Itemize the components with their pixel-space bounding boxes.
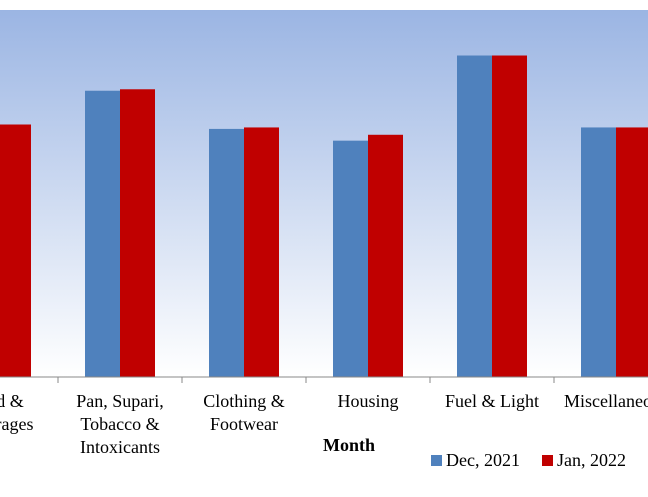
- bar: [492, 55, 527, 378]
- x-axis-title: Month: [322, 435, 375, 455]
- legend-label: Dec, 2021: [446, 450, 520, 470]
- bar: [457, 55, 492, 378]
- bar: [368, 134, 403, 377]
- bar: [581, 127, 616, 377]
- legend-swatch: [542, 455, 553, 466]
- x-tick-label: Housing: [337, 391, 399, 411]
- x-tick-label: Food & Beverages: [0, 391, 34, 434]
- legend-swatch: [431, 455, 442, 466]
- bar: [333, 140, 368, 377]
- legend-label: Jan, 2022: [557, 450, 626, 470]
- x-tick-label: Fuel & Light: [445, 391, 539, 411]
- x-tick-label: Clothing & Footwear: [203, 391, 285, 434]
- legend-item: Jan, 2022: [542, 450, 626, 471]
- x-tick-label: Miscellaneous: [564, 391, 648, 411]
- legend-item: Dec, 2021: [431, 450, 520, 471]
- x-tick-label: Pan, Supari, Tobacco & Intoxicants: [76, 391, 164, 457]
- bar: [209, 128, 244, 377]
- bar: [244, 127, 279, 377]
- bar: [85, 90, 120, 378]
- bar: [0, 124, 31, 377]
- bar: [120, 89, 155, 377]
- bar: [616, 127, 648, 377]
